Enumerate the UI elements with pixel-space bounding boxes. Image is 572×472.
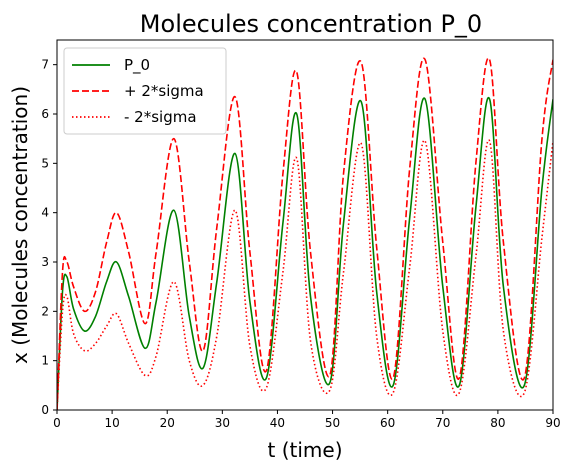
series-line-2 [57,139,553,410]
y-tick-label: 4 [41,206,49,220]
legend-label-1: + 2*sigma [124,82,204,100]
x-tick-label: 80 [490,416,505,430]
series-line-1 [57,57,553,410]
plot-frame [56,39,554,411]
x-tick-label: 0 [53,416,61,430]
x-tick-label: 90 [545,416,560,430]
y-tick-label: 2 [41,304,49,318]
y-tick-label: 1 [41,354,49,368]
x-axis-label: t (time) [268,438,343,462]
legend-label-2: - 2*sigma [124,108,197,126]
legend: P_0 + 2*sigma - 2*sigma [63,47,227,135]
series-layer [57,57,553,410]
chart-title: Molecules concentration P_0 [140,10,482,38]
x-tick-label: 30 [215,416,230,430]
x-tick-label: 40 [270,416,285,430]
y-tick-label: 7 [41,58,49,72]
series-line-0 [57,96,553,410]
legend-label-0: P_0 [124,56,150,75]
legend-box [63,47,227,135]
x-tick-label: 60 [380,416,395,430]
x-axis-ticks: 0 10 20 30 40 50 60 70 80 90 [53,410,561,430]
y-axis-label: x (Molecules concentration) [8,86,32,364]
y-tick-label: 5 [41,156,49,170]
x-tick-label: 20 [160,416,175,430]
y-axis-ticks: 0 1 2 3 4 5 6 7 [41,58,57,417]
x-tick-label: 10 [104,416,119,430]
y-tick-label: 3 [41,255,49,269]
y-tick-label: 6 [41,107,49,121]
x-tick-label: 70 [435,416,450,430]
y-tick-label: 0 [41,403,49,417]
x-tick-label: 50 [325,416,340,430]
